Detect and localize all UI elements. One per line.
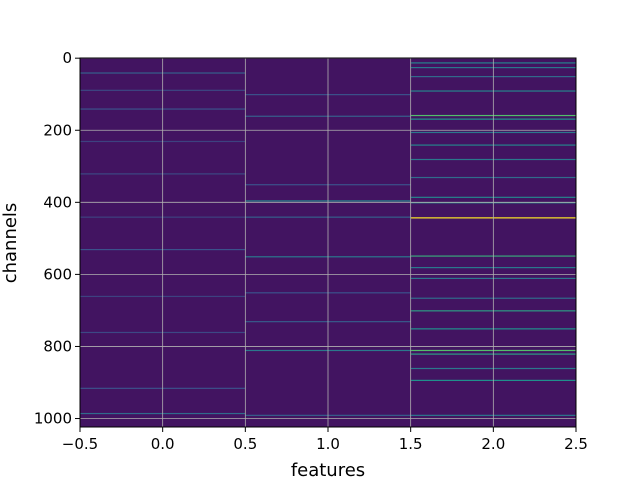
y-tick-label: 800	[43, 337, 72, 355]
y-tick-label: 1000	[34, 410, 72, 428]
x-tick-label: 0.5	[233, 435, 257, 453]
x-tick-label: 2.0	[481, 435, 505, 453]
y-tick-label: 0	[62, 49, 72, 67]
y-axis-label: channels	[0, 203, 21, 284]
y-tick-label: 600	[43, 265, 72, 283]
y-axis: 0 200 400 600 800 1000	[34, 49, 80, 428]
x-tick-label: 0.0	[151, 435, 175, 453]
y-tick-label: 200	[43, 121, 72, 139]
x-axis-label: features	[291, 460, 365, 480]
x-axis: −0.5 0.0 0.5 1.0 1.5 2.0 2.5	[62, 427, 588, 453]
x-tick-label: 1.0	[316, 435, 340, 453]
y-tick-label: 400	[43, 193, 72, 211]
x-tick-label: −0.5	[62, 435, 98, 453]
x-tick-label: 2.5	[564, 435, 588, 453]
x-tick-label: 1.5	[399, 435, 423, 453]
